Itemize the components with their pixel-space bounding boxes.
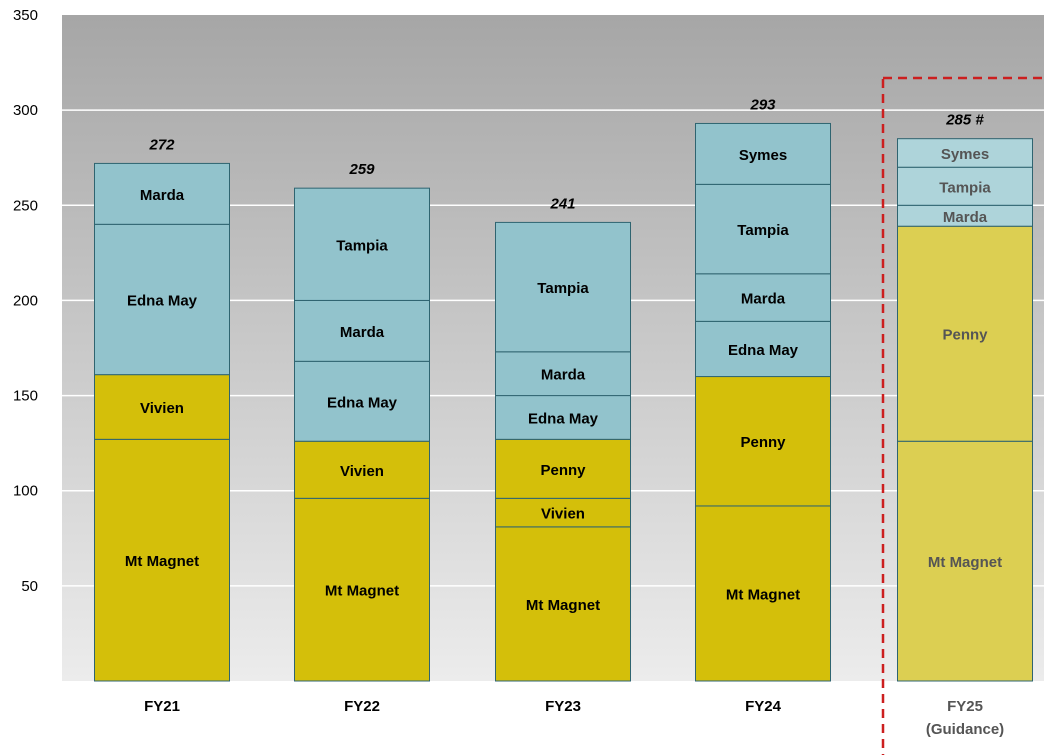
bar-fy23: Mt Magnet Vivien Penny Edna May Marda Tampia 2… — [495, 195, 631, 682]
segment-label: Symes — [739, 147, 787, 164]
segment-edna-may — [495, 395, 631, 440]
segment-edna-may — [695, 320, 831, 378]
x-tick-label: FY24 — [745, 698, 782, 715]
segment-label: Edna May — [528, 410, 599, 427]
bar-total-label: 293 — [749, 96, 776, 113]
x-tick-label: FY21 — [144, 698, 180, 715]
segment-label: Penny — [540, 462, 586, 479]
segment-label: Edna May — [327, 394, 398, 411]
segment-label: Marda — [741, 291, 786, 308]
segment-label: Mt Magnet — [325, 583, 399, 600]
y-tick-label: 350 — [13, 7, 38, 24]
segment-marda — [294, 299, 430, 362]
segment-label: Vivien — [140, 400, 184, 417]
bar-fy24: Mt Magnet Penny Edna May Marda Tampia Symes 29… — [695, 96, 831, 682]
segment-penny — [695, 376, 831, 507]
segment-mt-magnet — [695, 505, 831, 682]
segment-label: Tampia — [336, 237, 388, 254]
segment-label: Penny — [740, 434, 786, 451]
segment-label: Mt Magnet — [928, 554, 1002, 571]
x-axis: FY21 FY22 FY23 FY24 FY25 (Guidance) — [144, 698, 1004, 738]
bar-total-label: 259 — [348, 161, 375, 178]
segment-vivien — [495, 497, 631, 528]
segment-mt-magnet — [94, 438, 230, 682]
segment-label: Edna May — [728, 342, 799, 359]
bar-total-label: 241 — [549, 195, 575, 212]
y-tick-label: 200 — [13, 292, 38, 309]
segment-tampia — [897, 166, 1033, 206]
segment-label: Tampia — [537, 280, 589, 297]
segment-symes — [695, 122, 831, 185]
bar-fy22: Mt Magnet Vivien Edna May Marda Tampia 259 — [294, 161, 430, 682]
y-tick-label: 50 — [21, 578, 38, 595]
x-tick-label: FY25 — [947, 698, 983, 715]
segment-marda — [495, 351, 631, 397]
segment-mt-magnet — [897, 440, 1033, 682]
segment-tampia — [495, 221, 631, 353]
bar-total-label: 285 # — [945, 112, 984, 129]
segment-vivien — [294, 440, 430, 499]
bar-fy25: Mt Magnet Penny Marda Tampia Symes 285 # — [897, 112, 1033, 682]
segment-label: Marda — [943, 209, 988, 226]
y-tick-label: 100 — [13, 483, 38, 500]
segment-penny — [495, 438, 631, 499]
segment-label: Penny — [942, 327, 988, 344]
segment-edna-may — [94, 223, 230, 376]
segment-label: Marda — [541, 367, 586, 384]
segment-label: Mt Magnet — [125, 553, 199, 570]
segment-penny — [897, 225, 1033, 442]
segment-label: Marda — [140, 187, 185, 204]
segment-label: Marda — [340, 324, 385, 341]
segment-label: Edna May — [127, 292, 198, 309]
y-tick-label: 250 — [13, 197, 38, 214]
bar-total-label: 272 — [148, 136, 175, 153]
segment-tampia — [294, 187, 430, 301]
segment-label: Mt Magnet — [726, 586, 800, 603]
segment-marda — [94, 162, 230, 225]
segment-label: Symes — [941, 146, 989, 163]
x-tick-label: FY22 — [344, 698, 380, 715]
segment-label: Mt Magnet — [526, 597, 600, 614]
y-tick-label: 300 — [13, 102, 38, 119]
segment-label: Tampia — [737, 222, 789, 239]
segment-mt-magnet — [294, 497, 430, 682]
y-tick-label: 150 — [13, 388, 38, 405]
x-tick-label: FY23 — [545, 698, 581, 715]
segment-tampia — [695, 183, 831, 275]
segment-label: Tampia — [939, 179, 991, 196]
bar-fy21: Mt Magnet Vivien Edna May Marda 272 — [94, 136, 230, 682]
segment-label: Vivien — [340, 463, 384, 480]
segment-label: Vivien — [541, 506, 585, 523]
x-tick-sublabel: (Guidance) — [926, 721, 1004, 738]
y-axis: 50 100 150 200 250 300 350 — [13, 7, 38, 595]
segment-vivien — [94, 374, 230, 440]
segment-symes — [897, 138, 1033, 168]
segment-marda — [695, 273, 831, 322]
